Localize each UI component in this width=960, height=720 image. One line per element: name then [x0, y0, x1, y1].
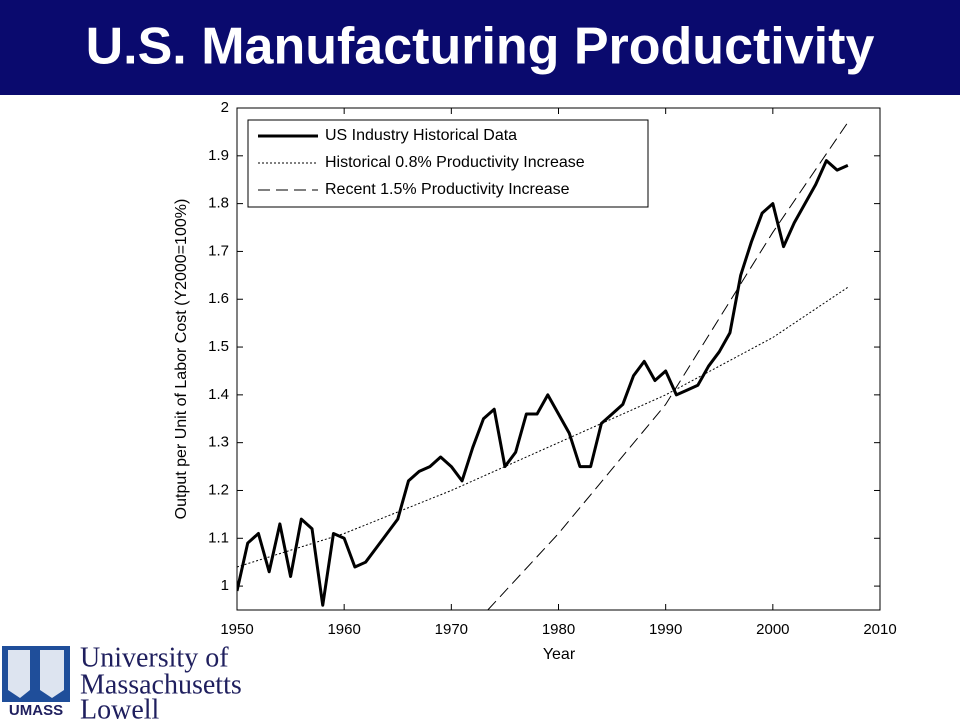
legend-label: US Industry Historical Data — [325, 127, 517, 144]
x-tick-label: 1950 — [220, 621, 253, 638]
x-axis-label: Year — [543, 646, 576, 663]
x-tick-label: 1970 — [435, 621, 468, 638]
y-axis-label: Output per Unit of Labor Cost (Y2000=100… — [173, 199, 190, 520]
logo-mark-text: UMASS — [9, 702, 63, 719]
logo-line: Massachusetts — [80, 669, 242, 700]
x-tick-label: 2010 — [863, 621, 896, 638]
y-tick-label: 1.5 — [208, 338, 229, 355]
y-tick-label: 2 — [221, 99, 229, 116]
slide-title: U.S. Manufacturing Productivity — [86, 18, 875, 76]
legend-label: Historical 0.8% Productivity Increase — [325, 154, 585, 171]
y-tick-label: 1.6 — [208, 290, 229, 307]
y-tick-label: 1.8 — [208, 195, 229, 212]
y-tick-label: 1.2 — [208, 481, 229, 498]
x-tick-label: 1960 — [327, 621, 360, 638]
series-line — [237, 286, 849, 568]
y-tick-label: 1 — [221, 577, 229, 594]
y-tick-label: 1.1 — [208, 529, 229, 546]
title-banner — [0, 0, 960, 95]
logo-shape — [8, 650, 64, 698]
legend-label: Recent 1.5% Productivity Increase — [325, 181, 570, 198]
logo-line: Lowell — [80, 694, 160, 720]
y-tick-label: 1.3 — [208, 434, 229, 451]
y-tick-label: 1.9 — [208, 147, 229, 164]
x-tick-label: 1980 — [542, 621, 575, 638]
series-line — [487, 122, 849, 610]
x-tick-label: 1990 — [649, 621, 682, 638]
x-tick-label: 2000 — [756, 621, 789, 638]
y-tick-label: 1.4 — [208, 386, 229, 403]
y-tick-label: 1.7 — [208, 242, 229, 259]
series-line — [237, 159, 849, 607]
logo: UMASS University of Massachusetts Lowell — [2, 642, 242, 720]
logo-line: University of — [80, 642, 229, 673]
